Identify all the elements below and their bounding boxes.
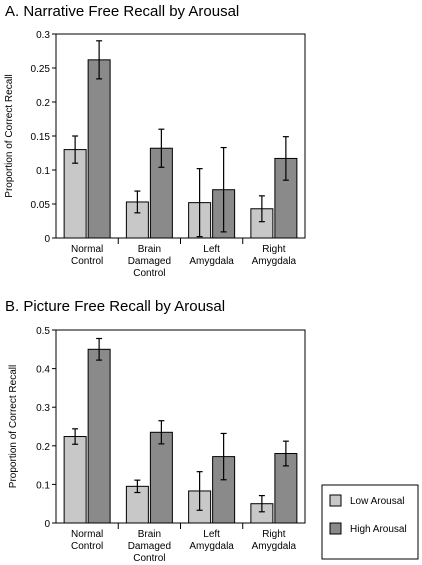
legend: Low Arousal High Arousal: [321, 484, 419, 560]
y-tick-label: 0.3: [36, 403, 50, 414]
legend-label: Low Arousal: [350, 496, 404, 507]
bar-high-arousal: [87, 59, 111, 239]
y-tick-label: 0.1: [36, 166, 50, 177]
category-label: Brain: [138, 529, 161, 540]
category-label: Amygdala: [189, 541, 234, 552]
category-label: Right: [262, 529, 286, 540]
y-tick-label: 0.25: [31, 64, 51, 75]
category-label: Damaged: [128, 541, 171, 552]
y-tick-label: 0.2: [36, 98, 50, 109]
category-label: Damaged: [128, 256, 171, 267]
chart-a: A. Narrative Free Recall by Arousal 0 0.05…: [4, 3, 306, 279]
category-label: Amygdala: [252, 541, 297, 552]
category-label: Control: [71, 541, 103, 552]
legend-swatch: [329, 494, 342, 507]
y-tick-label: 0.1: [36, 480, 50, 491]
legend-swatch: [329, 522, 342, 535]
legend-label: High Arousal: [350, 524, 407, 535]
chart-b: B. Picture Free Recall by Arousal 0 0.1 0.2…: [5, 298, 306, 564]
category-label: Amygdala: [252, 256, 297, 267]
category-label: Control: [71, 256, 103, 267]
y-tick-label: 0.2: [36, 442, 50, 453]
y-tick-label: 0: [44, 519, 50, 530]
y-tick-label: 0.15: [31, 132, 51, 143]
bar-high-arousal: [87, 348, 111, 524]
y-axis-label: Proportion of Correct Recall: [4, 74, 15, 197]
y-tick-label: 0.3: [36, 30, 50, 41]
chart-title: A. Narrative Free Recall by Arousal: [5, 3, 239, 20]
chart-title: B. Picture Free Recall by Arousal: [5, 298, 225, 315]
bar-low-arousal: [63, 436, 87, 524]
category-label: Normal: [71, 244, 103, 255]
category-label: Control: [133, 268, 165, 279]
category-label: Amygdala: [189, 256, 234, 267]
bar-high-arousal: [149, 431, 173, 524]
category-label: Control: [133, 553, 165, 564]
y-axis-label: Proportion of Correct Recall: [8, 365, 19, 488]
category-label: Left: [203, 529, 220, 540]
y-tick-label: 0.5: [36, 326, 50, 337]
y-tick-label: 0.05: [31, 200, 51, 211]
category-label: Left: [203, 244, 220, 255]
category-label: Brain: [138, 244, 161, 255]
y-tick-label: 0: [44, 234, 50, 245]
y-tick-label: 0.4: [36, 365, 50, 376]
category-label: Normal: [71, 529, 103, 540]
category-label: Right: [262, 244, 286, 255]
